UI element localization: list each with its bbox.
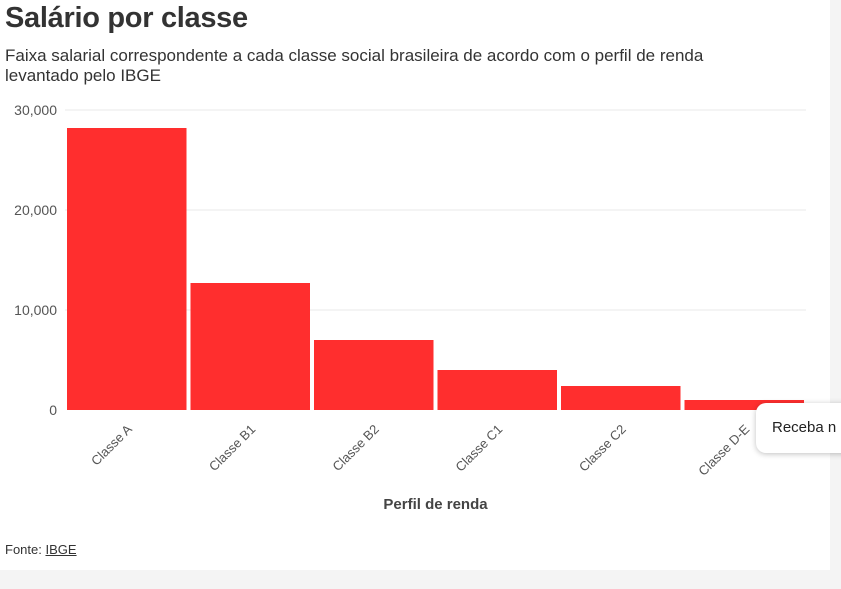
page-scroll-area — [830, 0, 841, 589]
x-tick-label: Classe C1 — [452, 422, 505, 475]
x-axis-title: Perfil de renda — [383, 496, 488, 513]
source-link[interactable]: IBGE — [45, 542, 77, 557]
bar-chart: 0 10,000 20,000 30,000 Classe A Classe B1 Clas… — [14, 102, 806, 513]
source-prefix: Fonte: — [5, 542, 42, 557]
bar-classe-d-e — [684, 400, 804, 410]
y-tick-label: 10,000 — [14, 302, 57, 318]
bar-classe-b1 — [190, 283, 310, 410]
bar-classe-c1 — [437, 370, 557, 410]
x-tick-label: Classe A — [88, 421, 135, 468]
y-tick-label: 30,000 — [14, 102, 57, 118]
x-tick-label: Classe B2 — [329, 422, 382, 475]
bar-classe-b2 — [314, 340, 434, 410]
newsletter-toast[interactable]: Receba n — [756, 403, 841, 453]
x-tick-label: Classe C2 — [576, 422, 629, 475]
x-tick-label: Classe D-E — [695, 421, 752, 478]
chart-card: Salário por classe Faixa salarial corres… — [0, 0, 830, 570]
source-note: Fonte: IBGE — [5, 542, 77, 557]
y-tick-label: 0 — [49, 402, 57, 418]
y-tick-label: 20,000 — [14, 202, 57, 218]
x-tick-label: Classe B1 — [206, 422, 259, 475]
chart-subtitle: Faixa salarial correspondente a cada cla… — [5, 46, 704, 85]
bar-classe-c2 — [561, 386, 681, 410]
toast-text: Receba n — [772, 419, 837, 436]
bar-classe-a — [67, 128, 187, 410]
chart-title: Salário por classe — [5, 2, 248, 34]
